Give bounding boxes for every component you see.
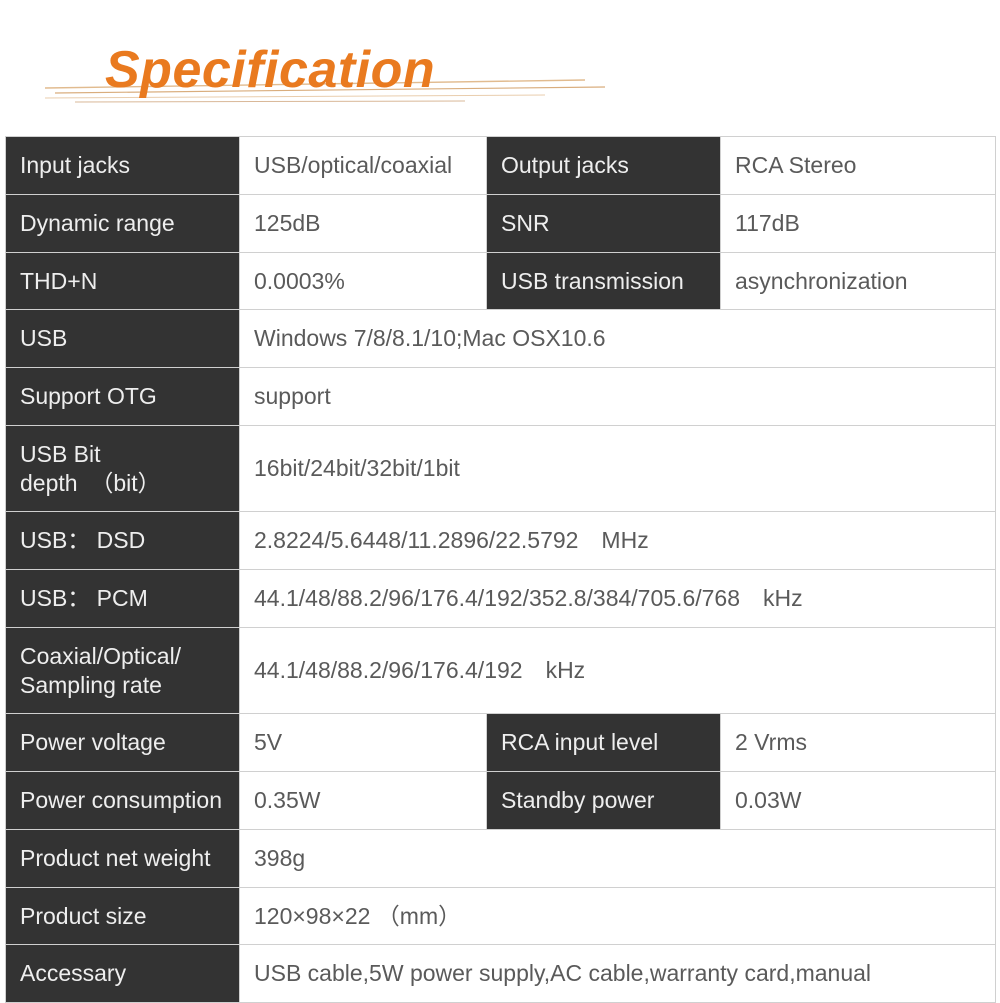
spec-label: Dynamic range: [6, 194, 240, 252]
title-block: Specification: [105, 40, 995, 112]
table-row: Coaxial/Optical/ Sampling rate44.1/48/88…: [6, 627, 996, 714]
spec-label: USB Bit depth （bit）: [6, 425, 240, 512]
spec-label: Power consumption: [6, 772, 240, 830]
spec-label: USB transmission: [487, 252, 721, 310]
spec-value: support: [240, 368, 996, 426]
spec-value: 117dB: [721, 194, 996, 252]
spec-value: 120×98×22 （mm）: [240, 887, 996, 945]
spec-value: USB cable,5W power supply,AC cable,warra…: [240, 945, 996, 1003]
spec-label: Power voltage: [6, 714, 240, 772]
spec-value: 44.1/48/88.2/96/176.4/192 kHz: [240, 627, 996, 714]
spec-label: USB： PCM: [6, 570, 240, 628]
spec-label: Product net weight: [6, 829, 240, 887]
spec-value: 398g: [240, 829, 996, 887]
table-row: Product net weight398g: [6, 829, 996, 887]
table-row: Dynamic range125dBSNR117dB: [6, 194, 996, 252]
table-row: USB： DSD2.8224/5.6448/11.2896/22.5792 MH…: [6, 512, 996, 570]
specification-table: Input jacksUSB/optical/coaxialOutput jac…: [5, 136, 996, 1003]
spec-value: RCA Stereo: [721, 137, 996, 195]
spec-label: Output jacks: [487, 137, 721, 195]
table-row: USBWindows 7/8/8.1/10;Mac OSX10.6: [6, 310, 996, 368]
spec-label: Standby power: [487, 772, 721, 830]
spec-value: 0.0003%: [240, 252, 487, 310]
spec-value: 0.03W: [721, 772, 996, 830]
spec-value: 0.35W: [240, 772, 487, 830]
table-row: USB： PCM44.1/48/88.2/96/176.4/192/352.8/…: [6, 570, 996, 628]
spec-label: SNR: [487, 194, 721, 252]
spec-value: 125dB: [240, 194, 487, 252]
spec-value: 16bit/24bit/32bit/1bit: [240, 425, 996, 512]
table-row: Product size120×98×22 （mm）: [6, 887, 996, 945]
table-row: Input jacksUSB/optical/coaxialOutput jac…: [6, 137, 996, 195]
spec-label: USB： DSD: [6, 512, 240, 570]
spec-value: 2 Vrms: [721, 714, 996, 772]
spec-value: 44.1/48/88.2/96/176.4/192/352.8/384/705.…: [240, 570, 996, 628]
table-row: USB Bit depth （bit）16bit/24bit/32bit/1bi…: [6, 425, 996, 512]
spec-value: 5V: [240, 714, 487, 772]
spec-label: Product size: [6, 887, 240, 945]
table-row: Support OTGsupport: [6, 368, 996, 426]
spec-value: 2.8224/5.6448/11.2896/22.5792 MHz: [240, 512, 996, 570]
spec-label: THD+N: [6, 252, 240, 310]
spec-label: RCA input level: [487, 714, 721, 772]
spec-label: USB: [6, 310, 240, 368]
spec-label: Accessary: [6, 945, 240, 1003]
spec-value: USB/optical/coaxial: [240, 137, 487, 195]
spec-label: Coaxial/Optical/ Sampling rate: [6, 627, 240, 714]
table-row: AccessaryUSB cable,5W power supply,AC ca…: [6, 945, 996, 1003]
spec-value: Windows 7/8/8.1/10;Mac OSX10.6: [240, 310, 996, 368]
spec-label: Input jacks: [6, 137, 240, 195]
specification-page: Specification Input jacksUSB/optical/coa…: [0, 0, 1000, 1001]
spec-value: asynchronization: [721, 252, 996, 310]
spec-label: Support OTG: [6, 368, 240, 426]
table-row: THD+N0.0003%USB transmissionasynchroniza…: [6, 252, 996, 310]
table-row: Power consumption0.35WStandby power0.03W: [6, 772, 996, 830]
table-row: Power voltage5VRCA input level2 Vrms: [6, 714, 996, 772]
page-title: Specification: [105, 40, 995, 100]
